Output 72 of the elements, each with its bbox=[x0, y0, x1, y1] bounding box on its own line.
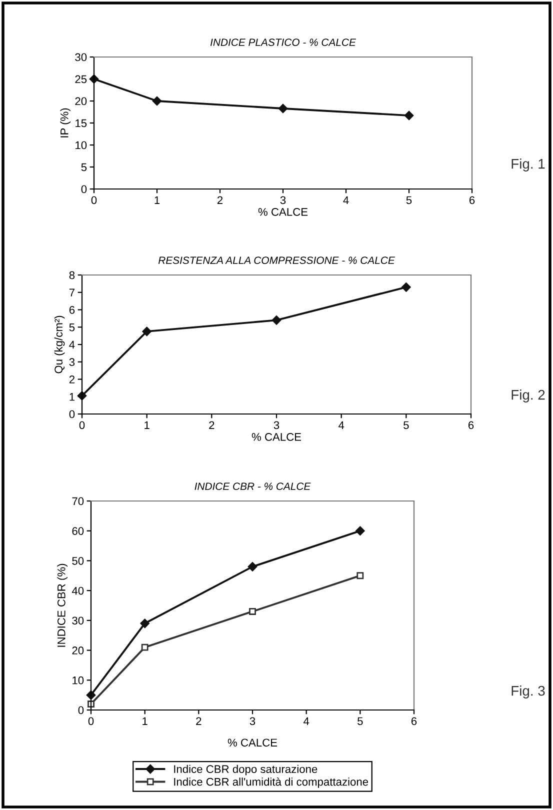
y-tick-label: 1 bbox=[70, 393, 75, 401]
point bbox=[278, 104, 288, 114]
y-tick-label: 40 bbox=[72, 586, 84, 595]
point bbox=[356, 572, 364, 580]
y-tick-label: 6 bbox=[69, 306, 75, 314]
y-tick-label: 8 bbox=[69, 271, 75, 280]
x-tick-label: 4 bbox=[304, 717, 310, 725]
point bbox=[248, 562, 258, 572]
point bbox=[141, 644, 148, 651]
y-tick-label: 0 bbox=[81, 185, 87, 194]
x-tick-label: 5 bbox=[358, 717, 363, 726]
caption: Fig. 3 bbox=[512, 686, 545, 698]
x-tick-label: 0 bbox=[91, 196, 97, 204]
y-tick-label: 0 bbox=[78, 706, 84, 714]
x-tick-label: 3 bbox=[280, 196, 286, 204]
x-tick-label: 5 bbox=[404, 421, 409, 430]
x-tick-label: 3 bbox=[274, 421, 280, 430]
point bbox=[249, 608, 256, 615]
y-tick-label: 15 bbox=[76, 119, 87, 128]
x-tick-label: 0 bbox=[88, 717, 94, 726]
x-axis-title: % CALCE bbox=[258, 208, 308, 216]
x-axis-title: % CALCE bbox=[252, 432, 302, 441]
chart-title: INDICE CBR - % CALCE bbox=[194, 482, 311, 490]
point bbox=[356, 526, 365, 536]
legend-label: Indice CBR dopo saturazione bbox=[174, 764, 318, 776]
y-axis-title: Qu (kg/cm²) bbox=[54, 316, 65, 374]
x-tick-label: 2 bbox=[209, 421, 214, 429]
x-tick-label: 6 bbox=[468, 421, 474, 430]
y-tick-label: 10 bbox=[72, 676, 84, 684]
x-tick-label: 2 bbox=[217, 196, 223, 204]
caption: Fig. 2 bbox=[512, 390, 545, 402]
legend-label: Indice CBR all'umidità di compattazione bbox=[174, 777, 368, 788]
x-tick-label: 1 bbox=[142, 717, 148, 725]
y-tick-label: 7 bbox=[69, 288, 74, 296]
x-tick-label: 1 bbox=[154, 196, 160, 204]
y-axis-title: IP (%) bbox=[60, 108, 71, 138]
y-tick-label: 50 bbox=[72, 556, 84, 565]
y-axis-title: INDICE CBR (%) bbox=[57, 564, 68, 647]
x-tick-label: 4 bbox=[343, 196, 349, 204]
x-axis-title: % CALCE bbox=[228, 738, 278, 747]
y-tick-label: 60 bbox=[72, 527, 84, 535]
x-tick-label: 5 bbox=[406, 196, 412, 204]
y-tick-label: 4 bbox=[69, 340, 75, 349]
y-tick-label: 70 bbox=[72, 497, 84, 506]
y-tick-label: 30 bbox=[72, 616, 84, 625]
y-tick-label: 30 bbox=[75, 53, 87, 62]
point bbox=[142, 326, 152, 336]
y-tick-label: 25 bbox=[75, 75, 87, 84]
x-tick-label: 2 bbox=[196, 717, 202, 725]
y-tick-label: 20 bbox=[72, 646, 84, 654]
chart-title: INDICE PLASTICO - % CALCE bbox=[210, 38, 356, 46]
x-tick-label: 3 bbox=[250, 717, 256, 726]
point bbox=[402, 282, 411, 292]
caption: Fig. 1 bbox=[512, 158, 545, 172]
y-tick-label: 10 bbox=[76, 141, 87, 150]
x-tick-label: 1 bbox=[144, 421, 150, 429]
y-tick-label: 5 bbox=[69, 324, 75, 332]
x-tick-label: 4 bbox=[338, 421, 344, 429]
y-tick-label: 0 bbox=[69, 410, 75, 418]
x-tick-label: 6 bbox=[469, 196, 475, 204]
point bbox=[272, 316, 282, 325]
point bbox=[140, 618, 150, 628]
chart-title: RESISTENZA ALLA COMPRESSIONE - % CALCE bbox=[158, 256, 395, 264]
y-tick-label: 2 bbox=[69, 376, 74, 384]
point bbox=[88, 700, 94, 708]
point bbox=[152, 96, 162, 106]
y-tick-label: 5 bbox=[81, 163, 87, 172]
point bbox=[77, 391, 87, 400]
point bbox=[404, 110, 414, 120]
y-tick-label: 20 bbox=[75, 97, 87, 106]
x-tick-label: 6 bbox=[411, 717, 417, 726]
y-tick-label: 3 bbox=[69, 358, 75, 366]
